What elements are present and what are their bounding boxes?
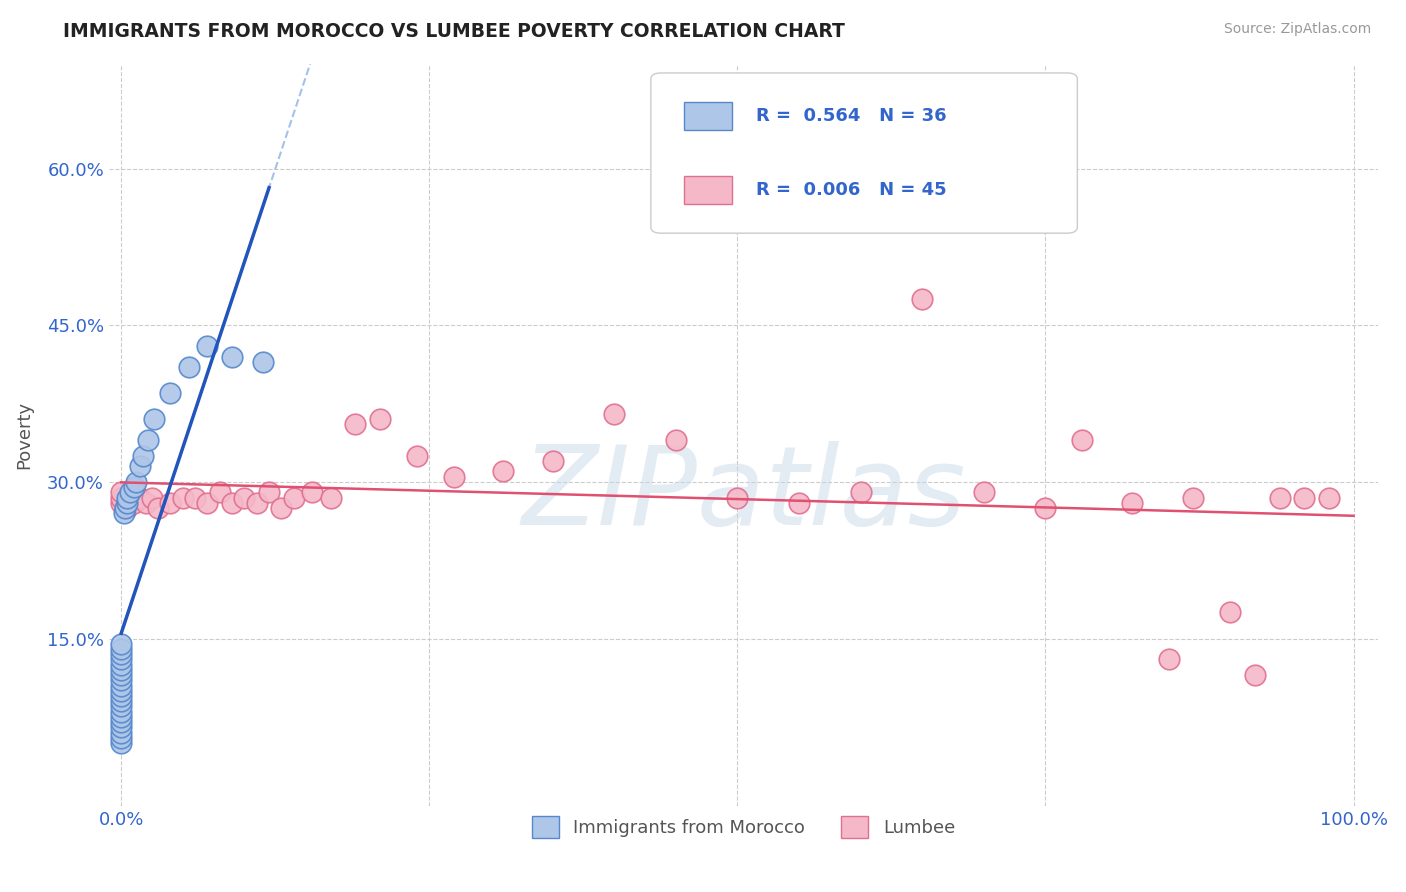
Point (725, 491, 748, 505)
Point (136, 433, 159, 447)
Point (110, 652, 132, 666)
Point (110, 637, 132, 651)
Point (849, 485, 872, 500)
Text: IMMIGRANTS FROM MOROCCO VS LUMBEE POVERTY CORRELATION CHART: IMMIGRANTS FROM MOROCCO VS LUMBEE POVERT… (63, 22, 845, 41)
Point (1268, 491, 1291, 505)
Point (911, 292, 934, 306)
Point (110, 496, 132, 510)
Point (159, 386, 181, 401)
Point (257, 485, 280, 500)
Point (117, 491, 139, 505)
Point (122, 480, 145, 494)
Point (184, 491, 207, 505)
Point (110, 705, 132, 719)
Point (283, 491, 305, 505)
Point (492, 465, 515, 479)
Point (117, 501, 139, 516)
FancyBboxPatch shape (683, 176, 733, 204)
Point (368, 412, 391, 426)
Point (128, 459, 150, 474)
Point (541, 454, 564, 468)
Point (128, 491, 150, 505)
Point (159, 496, 181, 510)
Point (110, 647, 132, 661)
Point (110, 731, 132, 745)
Legend: Immigrants from Morocco, Lumbee: Immigrants from Morocco, Lumbee (524, 808, 962, 845)
Point (252, 355, 274, 369)
Point (141, 491, 163, 505)
Point (973, 485, 995, 500)
Point (146, 501, 169, 516)
Point (110, 710, 132, 724)
Point (135, 496, 157, 510)
Point (110, 720, 132, 734)
Point (177, 359, 200, 374)
Point (270, 501, 292, 516)
Point (221, 496, 243, 510)
Point (125, 475, 148, 489)
Point (110, 689, 132, 703)
Point (110, 679, 132, 693)
Point (110, 642, 132, 657)
Point (197, 339, 219, 353)
Point (132, 449, 155, 463)
Point (344, 417, 367, 432)
Point (114, 501, 136, 516)
Point (301, 485, 323, 500)
Point (110, 657, 132, 672)
Point (110, 673, 132, 688)
Point (787, 496, 810, 510)
Point (1071, 433, 1094, 447)
Point (246, 496, 269, 510)
Point (233, 491, 256, 505)
Point (1294, 491, 1316, 505)
Point (110, 694, 132, 708)
FancyBboxPatch shape (683, 102, 733, 130)
Point (117, 496, 139, 510)
Point (110, 715, 132, 730)
Point (172, 491, 194, 505)
FancyBboxPatch shape (651, 73, 1077, 233)
Point (112, 506, 135, 520)
Point (110, 485, 132, 500)
Text: Source: ZipAtlas.com: Source: ZipAtlas.com (1223, 22, 1371, 37)
Point (197, 496, 219, 510)
Point (406, 449, 429, 463)
Point (110, 736, 132, 750)
Point (1035, 501, 1057, 516)
Point (122, 496, 145, 510)
Point (1157, 652, 1180, 666)
Point (603, 407, 626, 421)
Point (118, 485, 141, 500)
Point (143, 412, 166, 426)
Text: R =  0.006   N = 45: R = 0.006 N = 45 (756, 181, 946, 199)
Point (1219, 606, 1241, 620)
Point (665, 433, 688, 447)
Point (1121, 496, 1143, 510)
Point (1244, 668, 1267, 682)
Point (208, 485, 231, 500)
Point (110, 491, 132, 505)
Point (221, 350, 243, 364)
Point (443, 469, 465, 483)
Point (110, 663, 132, 677)
Text: R =  0.564   N = 36: R = 0.564 N = 36 (756, 107, 946, 125)
Text: ZIPatlas: ZIPatlas (522, 441, 966, 548)
Point (110, 725, 132, 739)
Point (319, 491, 342, 505)
Point (1182, 491, 1205, 505)
Point (110, 683, 132, 698)
Y-axis label: Poverty: Poverty (15, 401, 32, 469)
Point (1317, 491, 1340, 505)
Point (110, 699, 132, 714)
Point (110, 668, 132, 682)
